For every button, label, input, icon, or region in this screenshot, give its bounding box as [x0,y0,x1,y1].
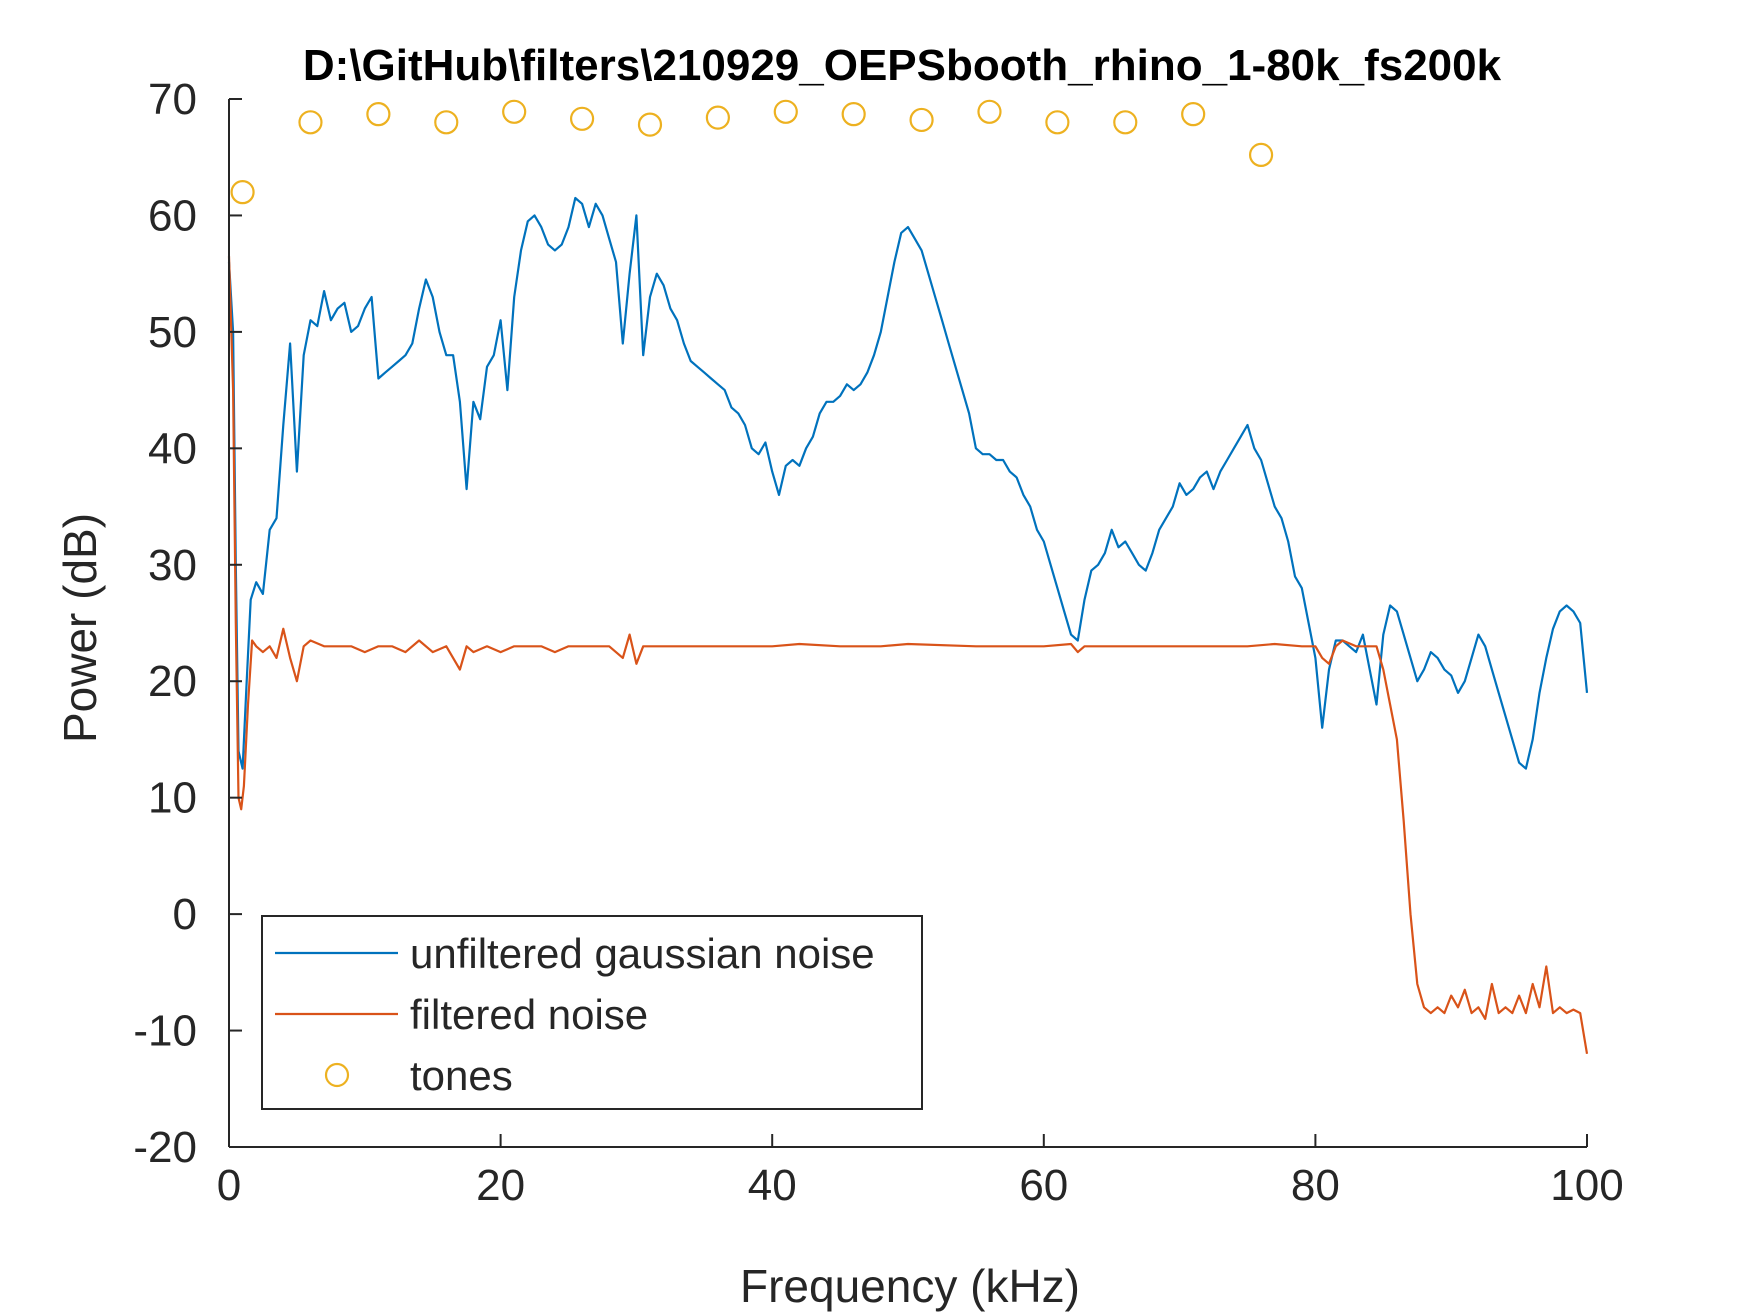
y-tick-label: 40 [148,424,197,473]
tones-marker [637,112,663,137]
chart-title: D:\GitHub\filters\210929_OEPSbooth_rhino… [303,41,1502,90]
tones-marker [569,106,595,131]
tones-marker [1181,102,1206,127]
legend-box [261,915,923,1110]
y-tick-label: 70 [148,75,197,124]
legend-label-unfiltered-gaussian-noise: unfiltered gaussian noise [410,930,875,977]
legend-label-filtered-noise: filtered noise [410,991,648,1038]
tones-marker [705,105,730,130]
axes [228,99,1587,1148]
x-tick-label: 80 [1291,1161,1340,1210]
x-tick-label: 40 [748,1161,797,1210]
legend-swatch-tones [324,1062,350,1088]
x-tick-label: 20 [476,1161,525,1210]
tones-marker [1113,110,1138,135]
tones-marker [773,99,798,124]
tones-marker [909,107,934,133]
tones-marker [230,180,255,205]
tones-marker [841,102,866,127]
tones-marker [298,110,323,135]
y-tick-label: 50 [148,308,197,357]
y-tick-label: 60 [148,191,197,240]
y-tick-label: 0 [173,890,197,939]
legend-label-tones: tones [410,1052,513,1099]
x-ticks: 0 20 40 60 80 100 [217,1134,1624,1210]
tones-marker [366,102,391,127]
x-tick-label: 100 [1550,1161,1623,1210]
tones-marker [434,110,459,135]
x-tick-label: 0 [217,1161,241,1210]
tones-marker [502,99,527,124]
x-axis-label: Frequency (kHz) [740,1260,1080,1312]
tones-marker [977,99,1002,124]
y-tick-label: 10 [148,774,197,823]
y-tick-label: 20 [148,657,197,706]
y-tick-label: 30 [148,541,197,590]
plot-area [227,99,1589,1054]
filtered-noise-line [227,256,1589,1054]
y-ticks: -20 -10 0 10 20 30 40 50 60 70 [133,75,242,1172]
y-tick-label: -20 [133,1123,197,1172]
tones-marker [1248,142,1274,167]
x-tick-label: 60 [1019,1161,1068,1210]
y-tick-label: -10 [133,1007,197,1056]
tones-marker [1045,110,1070,135]
y-axis-label: Power (dB) [54,513,106,743]
unfiltered-gaussian-noise-line [227,196,1589,770]
legend-entries: unfiltered gaussian noise filtered noise t… [275,930,875,1099]
legend: unfiltered gaussian noise filtered noise t… [261,915,923,1110]
